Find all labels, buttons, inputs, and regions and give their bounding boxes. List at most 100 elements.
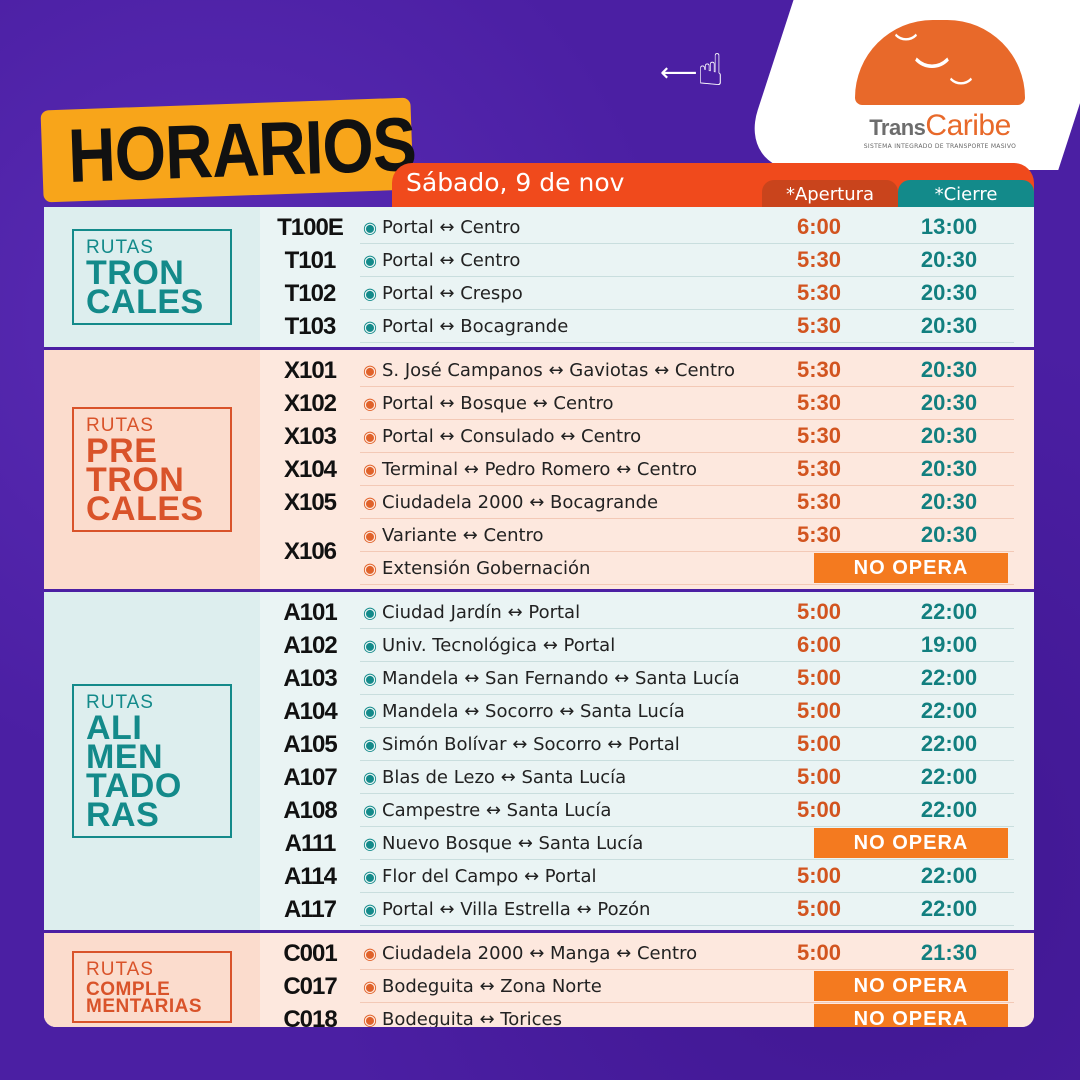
section-label-area: RUTAS TRON CALES	[44, 207, 260, 347]
route-code: T102	[284, 279, 337, 307]
route-code: A114	[283, 862, 337, 890]
closing-time: 22:00	[920, 797, 978, 822]
route-code: C018	[283, 1005, 337, 1028]
section-label-big: TRON CALES	[86, 254, 204, 321]
route-name: Univ. Tecnológica ↔ Portal	[382, 634, 616, 656]
location-pin-icon: ◉	[363, 558, 377, 578]
section-label-small: RUTAS	[86, 958, 154, 980]
section-label: RUTAS PRE TRON CALES	[72, 407, 232, 532]
location-pin-icon: ◉	[363, 1009, 377, 1028]
closing-time: 20:30	[920, 456, 978, 481]
closing-time: 20:30	[920, 522, 978, 547]
no-opera-badge: NO OPERA	[814, 971, 1008, 1001]
opening-time: 5:00	[796, 764, 842, 789]
route-group: X102 ◉ Portal ↔ Bosque ↔ Centro 5:30 20:30	[260, 387, 1014, 420]
section-label-big: COMPLE MENTARIAS	[86, 978, 203, 1017]
location-pin-icon: ◉	[363, 492, 377, 512]
route-name: Portal ↔ Bocagrande	[382, 315, 569, 337]
route-code: A101	[283, 598, 337, 626]
opening-time: 5:00	[796, 665, 842, 690]
location-pin-icon: ◉	[363, 602, 377, 622]
route-name: Portal ↔ Centro	[382, 216, 521, 238]
route-name: Bodeguita ↔ Zona Norte	[382, 975, 602, 997]
brand-name: TransCaribe	[869, 109, 1011, 142]
swipe-hand-icon: ⟵☝	[660, 45, 725, 96]
route-name: Extensión Gobernación	[382, 557, 591, 579]
route-group: X106 ◉ Variante ↔ Centro 5:30 20:30 ◉ Extensió…	[260, 519, 1014, 585]
route-name: Flor del Campo ↔ Portal	[382, 865, 597, 887]
opening-time: 5:30	[796, 280, 842, 305]
opening-time: 5:00	[796, 896, 842, 921]
date-label: Sábado, 9 de nov	[406, 168, 625, 197]
closing-time: 20:30	[920, 390, 978, 415]
location-pin-icon: ◉	[363, 459, 377, 479]
table-row: ◉ Bodeguita ↔ Torices NO OPERA	[360, 1003, 1014, 1027]
route-name: S. José Campanos ↔ Gaviotas ↔ Centro	[382, 359, 736, 381]
table-row: ◉ Portal ↔ Centro 6:00 13:00	[360, 211, 1014, 244]
section-label-small: RUTAS	[86, 237, 154, 258]
section-label-small: RUTAS	[86, 415, 154, 436]
section: RUTAS ALI MEN TADO RAS A101 ◉ Ciudad Jardín …	[44, 592, 1034, 933]
closing-time: 22:00	[920, 698, 978, 723]
route-name: Ciudadela 2000 ↔ Bocagrande	[382, 491, 659, 513]
route-code: X106	[283, 538, 337, 565]
route-group: A107 ◉ Blas de Lezo ↔ Santa Lucía 5:00 22:00	[260, 761, 1014, 794]
opening-time: 5:30	[796, 357, 842, 382]
route-group: T103 ◉ Portal ↔ Bocagrande 5:30 20:30	[260, 310, 1014, 343]
table-row: ◉ Extensión Gobernación NO OPERA	[360, 552, 1014, 585]
opening-time: 5:00	[796, 863, 842, 888]
header-cierre: *Cierre	[898, 180, 1034, 208]
brand-tagline: SISTEMA INTEGRADO DE TRANSPORTE MASIVO	[863, 143, 1017, 150]
closing-time: 22:00	[920, 665, 978, 690]
opening-time: 6:00	[796, 632, 842, 657]
route-group: C018 ◉ Bodeguita ↔ Torices NO OPERA	[260, 1003, 1014, 1027]
table-row: ◉ Variante ↔ Centro 5:30 20:30	[360, 519, 1014, 552]
route-code: C017	[283, 972, 337, 1000]
closing-time: 20:30	[920, 247, 978, 272]
route-code: A111	[284, 829, 337, 857]
route-code: X101	[283, 356, 337, 384]
route-code: A105	[283, 730, 337, 758]
no-opera-badge: NO OPERA	[814, 553, 1008, 583]
table-row: ◉ Portal ↔ Bocagrande 5:30 20:30	[360, 310, 1014, 343]
closing-time: 21:30	[920, 940, 978, 965]
transcaribe-logo: ︶ ︶ ︶ TransCaribe SISTEMA INTEGRADO DE T…	[850, 20, 1030, 150]
closing-time: 20:30	[920, 313, 978, 338]
section-label-area: RUTAS ALI MEN TADO RAS	[44, 592, 260, 930]
route-name: Campestre ↔ Santa Lucía	[382, 799, 612, 821]
route-name: Bodeguita ↔ Torices	[382, 1008, 563, 1028]
table-row: ◉ Mandela ↔ San Fernando ↔ Santa Lucía 5:0…	[360, 662, 1014, 695]
location-pin-icon: ◉	[363, 701, 377, 721]
route-group: T101 ◉ Portal ↔ Centro 5:30 20:30	[260, 244, 1014, 277]
closing-time: 20:30	[920, 357, 978, 382]
location-pin-icon: ◉	[363, 283, 377, 303]
title-banner: HORARIOS	[40, 97, 417, 203]
location-pin-icon: ◉	[363, 525, 377, 545]
table-row: ◉ Ciudadela 2000 ↔ Bocagrande 5:30 20:30	[360, 486, 1014, 519]
location-pin-icon: ◉	[363, 360, 377, 380]
route-name: Blas de Lezo ↔ Santa Lucía	[382, 766, 627, 788]
route-code: X102	[283, 389, 337, 417]
location-pin-icon: ◉	[363, 734, 377, 754]
table-row: ◉ Portal ↔ Crespo 5:30 20:30	[360, 277, 1014, 310]
route-code: A108	[283, 796, 337, 824]
opening-time: 5:30	[796, 313, 842, 338]
location-pin-icon: ◉	[363, 976, 377, 996]
opening-time: 5:30	[796, 456, 842, 481]
location-pin-icon: ◉	[363, 833, 377, 853]
route-name: Mandela ↔ San Fernando ↔ Santa Lucía	[382, 667, 740, 689]
route-name: Portal ↔ Consulado ↔ Centro	[382, 425, 642, 447]
route-code: A117	[283, 895, 337, 923]
opening-time: 5:00	[796, 599, 842, 624]
route-code: C001	[283, 939, 337, 967]
route-code: T100E	[277, 213, 344, 241]
location-pin-icon: ◉	[363, 250, 377, 270]
route-group: X105 ◉ Ciudadela 2000 ↔ Bocagrande 5:30 20:3…	[260, 486, 1014, 519]
section-label-small: RUTAS	[86, 692, 154, 713]
closing-time: 13:00	[920, 214, 978, 239]
opening-time: 5:30	[796, 522, 842, 547]
location-pin-icon: ◉	[363, 767, 377, 787]
closing-time: 22:00	[920, 764, 978, 789]
route-list: A101 ◉ Ciudad Jardín ↔ Portal 5:00 22:00 A102…	[260, 592, 1034, 930]
table-row: ◉ Campestre ↔ Santa Lucía 5:00 22:00	[360, 794, 1014, 827]
